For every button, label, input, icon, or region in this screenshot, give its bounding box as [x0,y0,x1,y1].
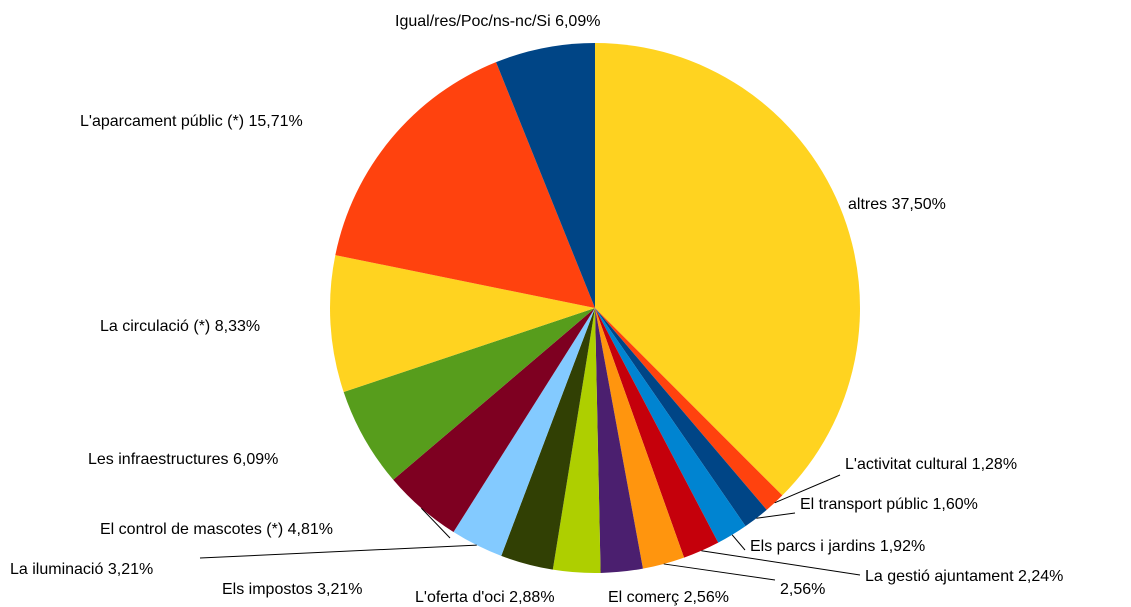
value-label: 6,09% [555,13,600,30]
value-label: 8,33% [215,318,260,335]
value-label: 2,56% [684,589,729,606]
pie-slice [595,308,719,558]
pie-slice [343,308,595,480]
pie-slice [393,308,595,533]
slice-label: Igual/res/Poc/ns-nc/Si 6,09% [395,13,600,30]
category-label: Els parcs i jardins [750,538,875,555]
slice-label: altres 37,50% [848,196,946,213]
category-label: La iluminació [10,561,103,578]
slice-label: 2,56% [780,581,825,598]
category-label: El control de mascotes (*) [100,521,283,538]
category-label: L'aparcament públic (*) [80,113,244,130]
slice-label: Els impostos 3,21% [222,581,363,598]
value-label: 37,50% [892,196,946,213]
value-label: 2,24% [1018,568,1063,585]
leader-line [774,474,841,504]
leader-line [756,512,796,519]
slice-label: La circulació (*) 8,33% [100,318,260,335]
leader-line [731,534,746,551]
pie-slice [453,308,595,556]
leader-line [663,563,776,581]
slice-label: L'activitat cultural 1,28% [845,456,1017,473]
value-label: 6,09% [233,451,278,468]
category-label: altres [848,196,887,213]
category-label: L'activitat cultural [845,456,967,473]
value-label: 2,56% [780,581,825,598]
category-label: Igual/res/Poc/ns-nc/Si [395,13,551,30]
pie-slice [595,308,643,573]
slice-label: El control de mascotes (*) 4,81% [100,521,333,538]
category-label: La circulació (*) [100,318,210,335]
pie-slice [552,308,601,573]
value-label: 1,28% [972,456,1017,473]
slice-label: La iluminació 3,21% [10,561,153,578]
value-label: 3,21% [108,561,153,578]
value-label: 4,81% [288,521,333,538]
slice-label: Els parcs i jardins 1,92% [750,538,925,555]
value-label: 1,60% [933,496,978,513]
category-label: El comerç [608,589,679,606]
pie-slice [335,62,595,308]
value-label: 2,88% [509,589,554,606]
leader-line [421,507,451,539]
pie-slice [595,43,860,496]
slice-label: El comerç 2,56% [608,589,729,606]
value-label: 1,92% [880,538,925,555]
pie-slice [595,308,783,510]
pie-slice [330,255,595,392]
pie-slice [501,308,595,570]
slice-label: L'oferta d'oci 2,88% [415,589,555,606]
pie-slice [595,308,685,569]
pie-slice [496,43,595,308]
leader-line [701,550,861,576]
pie-slice [595,308,746,543]
value-label: 3,21% [317,581,362,598]
slice-label: El transport públic 1,60% [800,496,978,513]
leader-line [199,544,477,559]
pie-slice [595,308,767,527]
slice-label: Les infraestructures 6,09% [88,451,278,468]
slice-label: L'aparcament públic (*) 15,71% [80,113,303,130]
category-label: L'oferta d'oci [415,589,505,606]
value-label: 15,71% [248,113,302,130]
category-label: El transport públic [800,496,928,513]
slice-label: La gestió ajuntament 2,24% [865,568,1063,585]
category-label: Els impostos [222,581,313,598]
category-label: Les infraestructures [88,451,229,468]
category-label: La gestió ajuntament [865,568,1014,585]
